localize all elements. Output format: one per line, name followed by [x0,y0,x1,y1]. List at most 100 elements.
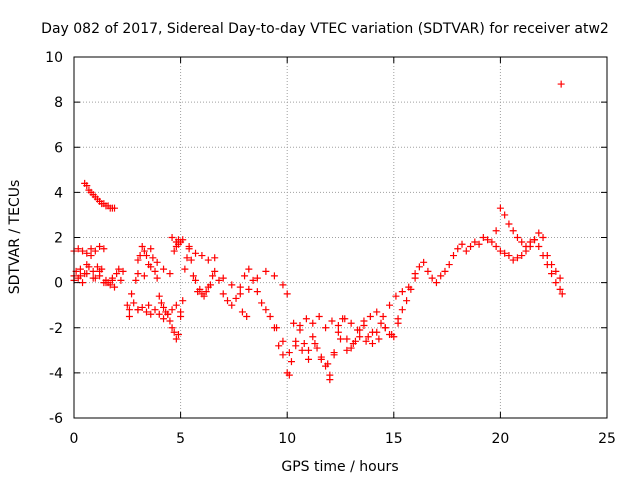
data-point [219,290,227,298]
data-point [337,335,344,343]
data-point [392,292,400,300]
data-point [179,297,187,305]
data-point [279,281,287,289]
data-point [172,301,180,309]
data-point [96,267,104,275]
data-point [347,344,355,352]
data-point [253,288,261,296]
data-point [89,267,97,275]
data-point [454,245,462,253]
x-tick-label: 25 [598,431,616,447]
data-point [130,299,138,307]
data-point [228,281,236,289]
data-point [249,276,257,284]
data-point [187,256,195,264]
data-point [315,312,323,320]
data-point [79,279,87,287]
data-point [424,267,432,275]
data-point [368,328,376,336]
data-point [403,297,411,305]
data-point [309,333,317,341]
y-tick-label: -2 [49,321,63,337]
data-point [262,306,270,314]
data-point [145,301,153,309]
data-point [153,274,161,282]
data-point [341,315,349,323]
data-point [326,376,334,384]
data-point [531,236,539,244]
data-point [153,258,161,266]
data-point [113,270,121,278]
data-point [76,265,84,273]
data-point [539,234,547,241]
data-point [211,267,219,275]
data-point [185,243,193,251]
data-point [298,346,306,354]
data-point [174,240,182,248]
y-tick-label: 2 [54,231,63,247]
data-point [258,299,266,307]
data-point [394,315,402,323]
data-point [132,276,140,284]
data-point [245,265,253,273]
data-point [360,317,368,325]
data-point [142,252,150,260]
data-point [420,258,428,266]
data-point [155,310,163,318]
data-point [140,247,148,255]
data-point [377,319,385,327]
y-tick-label: 6 [54,140,63,156]
data-point [548,270,556,278]
data-point [283,290,291,298]
data-point [170,247,178,255]
data-point [398,306,406,314]
data-point [501,249,509,257]
y-tick-label: 4 [54,185,63,201]
data-point [441,267,449,275]
data-point [189,272,197,280]
data-point [108,276,116,284]
data-point [543,261,551,269]
data-point [324,360,332,368]
data-point [79,247,87,255]
data-point [285,349,293,357]
data-point [428,274,436,282]
data-point [147,245,155,253]
data-point [411,274,419,282]
data-point [115,265,123,273]
data-point [243,312,251,320]
data-point [368,340,376,348]
data-point [311,340,319,348]
data-point [279,351,287,359]
data-point [83,182,91,190]
data-point [125,312,133,320]
x-tick-label: 20 [491,431,509,447]
data-point [142,308,150,316]
data-point [505,252,513,260]
data-point [415,263,423,271]
data-point [166,270,174,278]
data-point [449,252,457,260]
data-point [198,252,206,260]
data-point [89,274,97,282]
y-axis-title: SDTVAR / TECUs [7,180,23,295]
data-point [556,274,564,282]
data-point [366,312,374,320]
data-point [164,310,172,318]
data-point [496,247,504,255]
data-point [296,321,304,329]
data-point [518,238,526,246]
data-point [200,292,208,300]
data-point [85,263,93,271]
data-point [432,279,440,287]
data-point [522,243,530,251]
data-point [236,290,244,298]
data-point [317,353,325,361]
data-point [556,285,564,293]
data-point [87,245,95,253]
data-point [160,265,168,273]
data-point [552,267,560,275]
data-point [471,238,479,246]
chart-title: Day 082 of 2017, Sidereal Day-to-day VTE… [41,21,609,37]
